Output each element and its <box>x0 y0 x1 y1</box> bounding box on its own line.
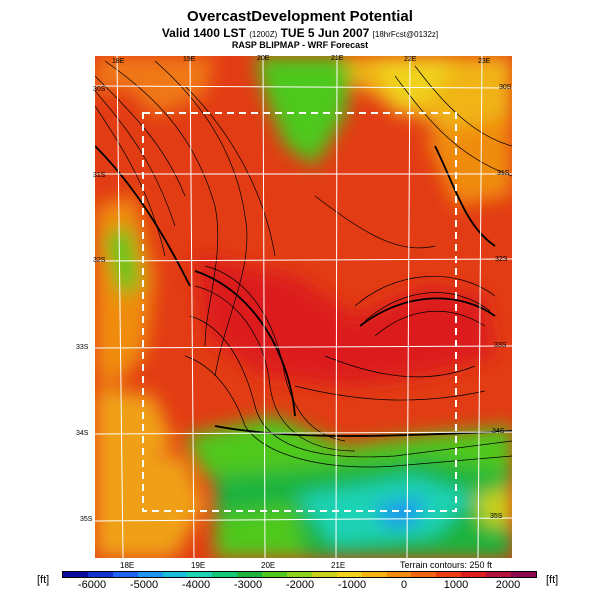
lon-label-top: 19E <box>183 56 196 63</box>
colorbar-tick: -2000 <box>285 579 315 591</box>
colorbar-swatch <box>436 572 462 577</box>
valid-time: Valid 1400 LST (1200Z) TUE 5 Jun 2007 [1… <box>0 26 600 40</box>
colorbar-tick: 0 <box>400 579 408 591</box>
colorbar-swatch <box>511 572 536 577</box>
lat-label-left: 35S <box>80 516 93 523</box>
colorbar-tick: -3000 <box>233 579 263 591</box>
colorbar-swatch <box>411 572 437 577</box>
lat-label-left: 33S <box>76 344 89 351</box>
forecast-run: [18hrFcst@0132z] <box>372 30 439 39</box>
colorbar-tick: 1000 <box>443 579 469 591</box>
forecast-map <box>95 56 512 558</box>
lon-label-bottom: 19E <box>191 561 206 570</box>
lat-label-right: 33S <box>494 342 507 349</box>
colorbar-swatch <box>187 572 213 577</box>
colorbar <box>62 571 537 578</box>
lon-label-top: 23E <box>478 58 491 65</box>
lat-label-left: 34S <box>76 430 89 437</box>
colorbar-swatch <box>63 572 88 577</box>
colorbar-tick: -1000 <box>337 579 367 591</box>
thick-contours <box>95 145 512 437</box>
lat-label-right: 35S <box>490 513 503 520</box>
colorbar-swatch <box>287 572 312 577</box>
lat-label-left: 32S <box>93 257 106 264</box>
valid-label: Valid 1400 LST <box>161 26 246 40</box>
lon-label-bottom: 20E <box>261 561 276 570</box>
colorbar-swatch <box>361 572 387 577</box>
chart-title: OvercastDevelopment Potential <box>187 8 413 25</box>
inner-domain-box <box>142 112 457 512</box>
colorbar-swatch <box>311 572 337 577</box>
colorbar-tick: -6000 <box>77 579 107 591</box>
forecast-date: TUE 5 Jun 2007 <box>280 26 370 40</box>
colorbar-swatch <box>162 572 188 577</box>
colorbar-swatch <box>212 572 238 577</box>
lon-label-bottom: 21E <box>331 561 346 570</box>
colorbar-swatch <box>137 572 163 577</box>
colorbar-swatch <box>87 572 113 577</box>
lat-label-left: 30S <box>93 86 106 93</box>
colorbar-unit-right: [ft] <box>546 574 559 586</box>
colorbar-tick: -5000 <box>129 579 159 591</box>
colorbar-swatch <box>336 572 362 577</box>
valid-utc: (1200Z) <box>249 30 278 39</box>
lat-label-left: 31S <box>93 172 106 179</box>
lon-label-bottom: 18E <box>120 561 135 570</box>
colorbar-tick: -4000 <box>181 579 211 591</box>
lat-lon-grid <box>95 56 512 558</box>
lon-label-top: 20E <box>257 55 270 62</box>
colorbar-swatch <box>262 572 288 577</box>
colorbar-swatch <box>486 572 512 577</box>
subtitle: RASP BLIPMAP - WRF Forecast <box>231 40 369 50</box>
lat-label-right: 32S <box>495 256 508 263</box>
colorbar-swatch <box>386 572 412 577</box>
lon-label-top: 22E <box>404 56 417 63</box>
colorbar-tick: 2000 <box>495 579 521 591</box>
lat-label-right: 30S <box>499 84 512 91</box>
lon-label-top: 18E <box>112 58 125 65</box>
lon-label-top: 21E <box>331 55 344 62</box>
terrain-contour-note: Terrain contours: 250 ft <box>400 560 493 570</box>
lat-label-right: 31S <box>497 170 510 177</box>
colorbar-unit-left: [ft] <box>37 574 50 586</box>
lat-label-right: 34S <box>492 428 505 435</box>
colorbar-swatch <box>237 572 263 577</box>
colorbar-swatch <box>112 572 138 577</box>
colorbar-swatch <box>461 572 487 577</box>
